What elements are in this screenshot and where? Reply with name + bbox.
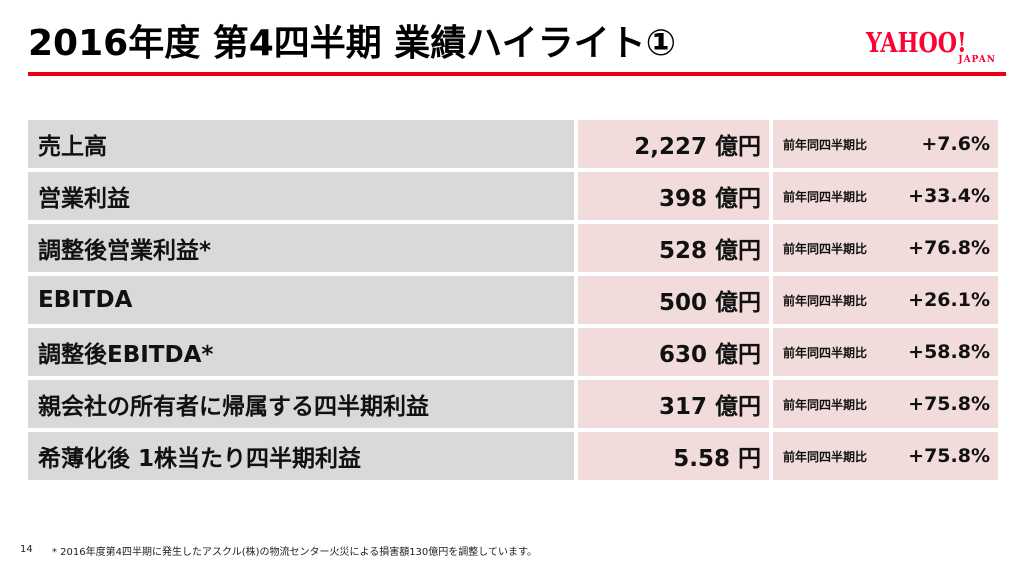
- table-row-adjusted-ebitda: 調整後EBITDA* 630 億円 前年同四半期比 +58.8%: [28, 328, 998, 376]
- yahoo-japan-logo: YAHOO! JAPAN: [866, 28, 1002, 68]
- row-value: 398 億円: [578, 172, 769, 220]
- row-compare: 前年同四半期比 +7.6%: [773, 120, 998, 168]
- table-row-net-income: 親会社の所有者に帰属する四半期利益 317 億円 前年同四半期比 +75.8%: [28, 380, 998, 428]
- table-row-diluted-eps: 希薄化後 1株当たり四半期利益 5.58 円 前年同四半期比 +75.8%: [28, 432, 998, 480]
- compare-label: 前年同四半期比: [783, 137, 868, 152]
- page-title: 2016年度 第4四半期 業績ハイライト①: [28, 23, 677, 64]
- compare-label: 前年同四半期比: [783, 189, 868, 204]
- row-compare: 前年同四半期比 +58.8%: [773, 328, 998, 376]
- row-compare: 前年同四半期比 +33.4%: [773, 172, 998, 220]
- compare-label: 前年同四半期比: [783, 397, 868, 412]
- compare-label: 前年同四半期比: [783, 241, 868, 256]
- page-number: 14: [20, 544, 33, 555]
- table-row-operating-income: 営業利益 398 億円 前年同四半期比 +33.4%: [28, 172, 998, 220]
- row-value: 528 億円: [578, 224, 769, 272]
- row-compare: 前年同四半期比 +75.8%: [773, 380, 998, 428]
- row-compare: 前年同四半期比 +75.8%: [773, 432, 998, 480]
- footnote: * 2016年度第4四半期に発生したアスクル(株)の物流センター火災による損害額…: [52, 547, 537, 558]
- table-row-adjusted-operating-income: 調整後営業利益* 528 億円 前年同四半期比 +76.8%: [28, 224, 998, 272]
- highlights-table: 売上高 2,227 億円 前年同四半期比 +7.6% 営業利益 398 億円 前…: [28, 120, 998, 484]
- table-row-ebitda: EBITDA 500 億円 前年同四半期比 +26.1%: [28, 276, 998, 324]
- row-label: 調整後営業利益*: [28, 224, 574, 272]
- compare-label: 前年同四半期比: [783, 449, 868, 464]
- compare-value: +26.1%: [908, 289, 990, 311]
- logo-subtext: JAPAN: [958, 55, 996, 65]
- row-value: 5.58 円: [578, 432, 769, 480]
- compare-label: 前年同四半期比: [783, 345, 868, 360]
- row-value: 317 億円: [578, 380, 769, 428]
- compare-value: +76.8%: [908, 237, 990, 259]
- row-compare: 前年同四半期比 +76.8%: [773, 224, 998, 272]
- compare-value: +33.4%: [908, 185, 990, 207]
- row-label: 売上高: [28, 120, 574, 168]
- compare-label: 前年同四半期比: [783, 293, 868, 308]
- row-value: 500 億円: [578, 276, 769, 324]
- title-underline: [28, 72, 1006, 76]
- row-compare: 前年同四半期比 +26.1%: [773, 276, 998, 324]
- compare-value: +58.8%: [908, 341, 990, 363]
- row-value: 630 億円: [578, 328, 769, 376]
- logo-wordmark: YAHOO!: [866, 28, 967, 59]
- row-label: 営業利益: [28, 172, 574, 220]
- row-label: 調整後EBITDA*: [28, 328, 574, 376]
- compare-value: +7.6%: [921, 133, 990, 155]
- row-label: EBITDA: [28, 276, 574, 324]
- compare-value: +75.8%: [908, 393, 990, 415]
- table-row-revenue: 売上高 2,227 億円 前年同四半期比 +7.6%: [28, 120, 998, 168]
- compare-value: +75.8%: [908, 445, 990, 467]
- row-value: 2,227 億円: [578, 120, 769, 168]
- row-label: 希薄化後 1株当たり四半期利益: [28, 432, 574, 480]
- row-label: 親会社の所有者に帰属する四半期利益: [28, 380, 574, 428]
